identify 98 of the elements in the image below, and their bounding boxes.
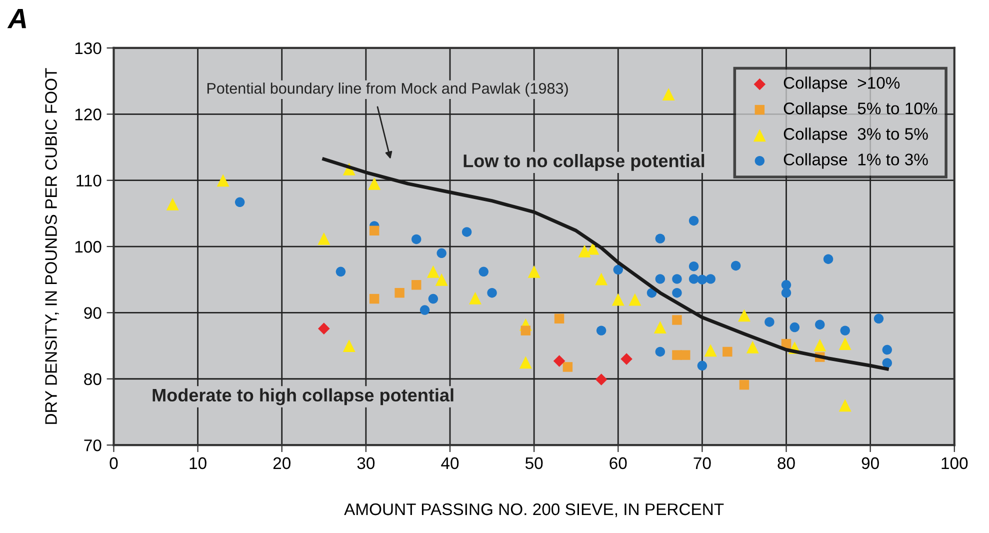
point [369, 226, 380, 236]
point [487, 288, 497, 298]
point [688, 274, 699, 284]
point [596, 326, 606, 336]
point [738, 309, 750, 322]
point [436, 248, 446, 258]
y-tick-label: 130 [75, 42, 102, 54]
point [838, 338, 852, 350]
point [722, 346, 732, 357]
point [586, 242, 600, 255]
y-tick-label: 100 [75, 240, 102, 253]
point [680, 350, 690, 360]
x-tick-label: 60 [610, 457, 627, 470]
point [342, 340, 356, 352]
y-tick-label: 90 [84, 307, 102, 319]
chart-title: A [7, 9, 26, 28]
annotation: Low to no collapse potential [464, 154, 704, 171]
point [706, 274, 716, 284]
point [578, 244, 591, 258]
x-axis-title: AMOUNT PASSING NO. 200 SIEVE, IN PERCENT [344, 503, 724, 518]
point [815, 320, 825, 330]
point [216, 174, 230, 187]
legend-label: Collapse >10% [784, 76, 900, 92]
point [234, 197, 245, 208]
point [688, 262, 699, 272]
x-tick-label: 10 [190, 457, 206, 470]
point [814, 338, 826, 352]
point [672, 315, 682, 325]
point [697, 274, 708, 284]
point [746, 340, 759, 354]
point [655, 234, 666, 244]
point [520, 326, 531, 336]
point [528, 265, 540, 278]
y-tick-label: 80 [84, 373, 102, 386]
point [882, 358, 892, 368]
point [739, 380, 750, 390]
point [420, 305, 430, 315]
legend-label: Collapse 5% to 10% [784, 102, 938, 118]
point [435, 273, 448, 286]
point [462, 227, 472, 237]
x-tick-label: 20 [273, 457, 290, 470]
legend-label: Collapse 3% to 5% [784, 128, 928, 144]
point [412, 280, 422, 290]
point [874, 314, 884, 324]
point [628, 293, 642, 306]
x-tick-label: 90 [862, 457, 879, 470]
point [620, 353, 632, 365]
x-tick-label: 80 [778, 457, 795, 470]
y-tick-label: 120 [75, 108, 102, 120]
point [823, 254, 834, 264]
point [336, 266, 346, 277]
x-tick-label: 30 [357, 457, 375, 470]
point [704, 344, 717, 357]
point [519, 356, 532, 369]
point [662, 88, 675, 101]
point [882, 344, 892, 355]
point [672, 288, 682, 298]
x-tick-label: 0 [110, 457, 118, 470]
x-tick-label: 70 [694, 457, 711, 470]
x-tick-label: 40 [441, 457, 459, 470]
point [553, 355, 566, 367]
y-tick-label: 70 [84, 439, 102, 452]
point [412, 234, 422, 244]
legend-label: Collapse 1% to 3% [784, 153, 928, 169]
y-tick-label: 110 [76, 174, 102, 187]
point [562, 362, 573, 372]
point [478, 266, 488, 277]
point [697, 360, 708, 370]
point [554, 314, 564, 324]
point [838, 399, 852, 412]
point [394, 288, 404, 298]
point [468, 292, 482, 304]
point [730, 260, 741, 271]
point [781, 288, 792, 298]
point [654, 321, 666, 334]
point [613, 264, 623, 275]
point [612, 293, 624, 306]
point [595, 374, 608, 386]
point [428, 294, 438, 304]
point [166, 198, 179, 210]
point [764, 317, 774, 327]
point [655, 346, 666, 357]
point [369, 294, 380, 304]
y-axis-title: DRY DENSITY, IN POUNDS PER CUBIC FOOT [45, 68, 59, 424]
point [318, 232, 330, 245]
point [688, 216, 699, 226]
point [672, 274, 682, 284]
point [840, 326, 850, 336]
point [595, 272, 608, 286]
point [368, 177, 381, 190]
point [655, 274, 666, 284]
annotation: Moderate to high collapse potential [152, 388, 454, 406]
x-tick-label: 50 [525, 457, 543, 470]
annotation: Potential boundary line from Mock and Pawlak (1983) [207, 82, 568, 97]
point [426, 265, 440, 278]
point [318, 322, 330, 334]
x-tick-label: 100 [942, 457, 968, 470]
point [790, 322, 800, 332]
